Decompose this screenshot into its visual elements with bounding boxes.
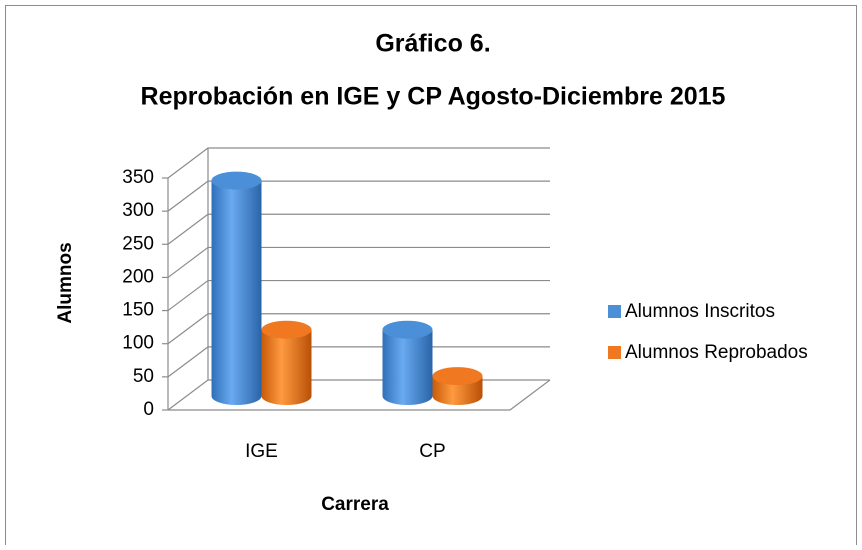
grid-line <box>167 147 550 179</box>
y-tick-label: 350 <box>122 167 154 188</box>
y-tick-label: 300 <box>122 200 154 221</box>
y-tick-label: 150 <box>122 300 154 321</box>
legend-swatch <box>608 305 621 318</box>
bar-group <box>382 320 433 405</box>
x-axis-label: Carrera <box>321 494 389 515</box>
bar-top <box>261 320 312 339</box>
grid-line <box>167 313 550 345</box>
bar <box>211 180 262 396</box>
y-tick-label: 100 <box>122 333 154 354</box>
grid-line <box>167 180 550 212</box>
chart-subtitle: Reprobación en IGE y CP Agosto-Diciembre… <box>141 83 726 111</box>
grid-line <box>167 346 550 378</box>
legend-swatch <box>608 346 621 359</box>
floor <box>168 379 551 411</box>
grid-line <box>167 279 550 312</box>
x-tick-label: IGE <box>245 441 278 462</box>
grid-line <box>167 246 550 278</box>
grid-line <box>167 213 550 245</box>
y-axis-label: Alumnos <box>55 242 76 323</box>
bar-group <box>432 367 483 405</box>
y-tick-label: 50 <box>133 366 154 387</box>
legend-label: Alumnos Reprobados <box>625 342 808 363</box>
bar-group <box>211 171 262 405</box>
bar-top <box>382 320 433 339</box>
bar-top <box>432 367 483 386</box>
bar-top <box>211 171 262 190</box>
y-tick-label: 0 <box>143 399 154 420</box>
y-tick-label: 200 <box>122 266 154 287</box>
x-tick-label: CP <box>419 441 445 462</box>
chart-border <box>5 5 857 550</box>
bar <box>382 329 433 396</box>
legend-label: Alumnos Inscritos <box>625 301 775 322</box>
bar <box>261 329 312 396</box>
y-tick-label: 250 <box>122 233 154 254</box>
chart-title: Gráfico 6. <box>375 30 490 58</box>
bar-group <box>261 320 312 405</box>
